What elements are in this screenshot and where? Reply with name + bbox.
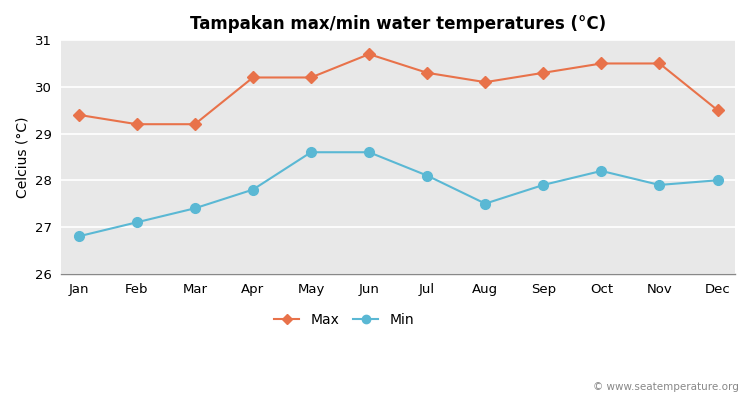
Title: Tampakan max/min water temperatures (°C): Tampakan max/min water temperatures (°C) <box>190 15 606 33</box>
Legend: Max, Min: Max, Min <box>269 307 419 332</box>
Y-axis label: Celcius (°C): Celcius (°C) <box>15 116 29 198</box>
Text: © www.seatemperature.org: © www.seatemperature.org <box>592 382 739 392</box>
